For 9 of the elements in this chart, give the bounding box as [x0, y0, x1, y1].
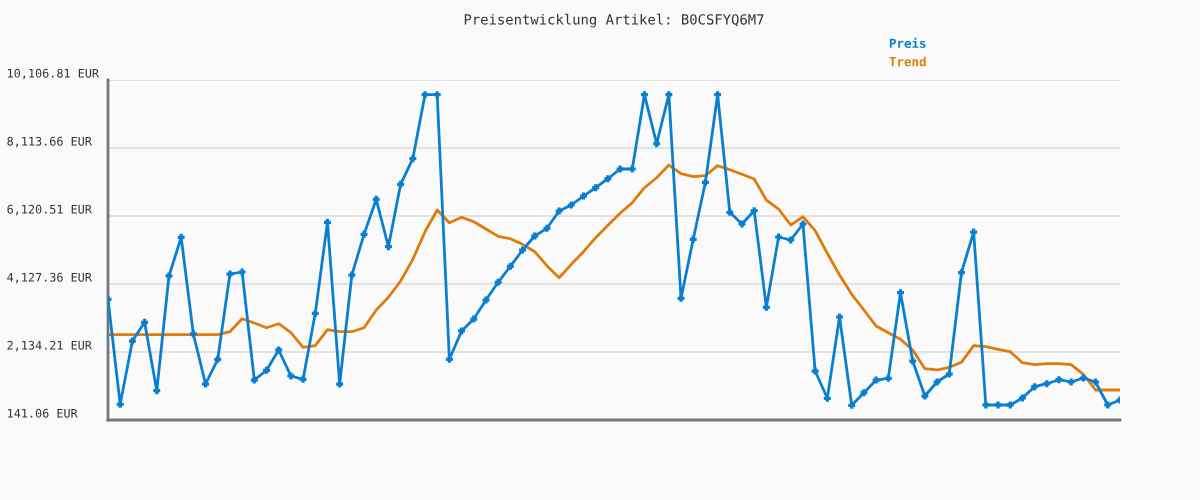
y-tick-label: 141.06 EUR — [8, 408, 78, 418]
y-tick-label: 10,106.81 EUR — [8, 68, 100, 80]
y-tick-label: 8,113.66 EUR — [7, 136, 92, 148]
chart-title: Preisentwicklung Artikel: B0CSFYQ6M7 — [464, 13, 764, 28]
text: Preis — [889, 37, 926, 48]
y-tick-label: 6,120.51 EUR — [7, 204, 92, 216]
y-tick-label: 2,134.21 EUR — [7, 340, 92, 352]
y-tick-label: 4,127.36 EUR — [7, 272, 92, 284]
text: Trend — [889, 56, 926, 67]
